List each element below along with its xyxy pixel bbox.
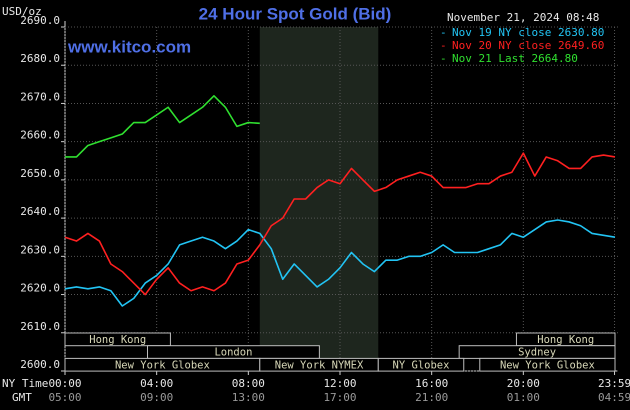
gmt-tick-label: 13:00	[232, 391, 265, 404]
unit-label: USD/oz	[2, 5, 42, 18]
website: www.kitco.com	[67, 37, 191, 56]
x-axis-label: GMT	[12, 391, 32, 404]
x-axis-label: NY Time	[2, 377, 48, 390]
session-label: New York Globex	[115, 359, 210, 371]
gmt-tick-label: 01:00	[507, 391, 540, 404]
chart-title: 24 Hour Spot Gold (Bid)	[199, 4, 392, 23]
x-tick-label: 08:00	[232, 377, 265, 390]
session-label: New York Globex	[500, 359, 595, 371]
x-tick-label: 20:00	[507, 377, 540, 390]
gmt-tick-label: 21:00	[415, 391, 448, 404]
x-tick-label: 23:59	[598, 377, 630, 390]
session-bar	[64, 332, 171, 347]
session-label: Hong Kong	[537, 334, 594, 346]
y-tick-label: 2670.0	[20, 90, 60, 103]
legend-marker: -	[440, 26, 447, 39]
legend-marker: -	[440, 52, 447, 65]
price-line	[64, 219, 616, 307]
x-tick-label: 16:00	[415, 377, 448, 390]
timestamp: November 21, 2024 08:48	[447, 11, 599, 24]
session-label: New York NYMEX	[275, 359, 364, 371]
session-label: London	[214, 347, 252, 359]
x-tick-label: 00:00	[48, 377, 81, 390]
y-tick-label: 2690.0	[20, 14, 60, 27]
legend-entry: Nov 20 NY close 2649.60	[452, 39, 604, 52]
session-label: NY Globex	[393, 359, 450, 371]
gmt-tick-label: 05:00	[48, 391, 81, 404]
session-bar	[377, 357, 465, 372]
gmt-tick-label: 04:59	[598, 391, 630, 404]
session-label: Hong Kong	[89, 334, 146, 346]
x-tick-label: 12:00	[323, 377, 356, 390]
gmt-tick-label: 17:00	[323, 391, 356, 404]
price-line	[65, 95, 260, 158]
y-tick-label: 2620.0	[20, 282, 60, 295]
y-tick-label: 2680.0	[20, 52, 60, 65]
session-bar	[479, 357, 616, 372]
legend-entry: Nov 21 Last 2664.80	[452, 52, 578, 65]
y-tick-label: 2630.0	[20, 243, 60, 256]
session-label: Sydney	[518, 347, 556, 359]
legend-entry: Nov 19 NY close 2630.80	[452, 26, 604, 39]
legend-marker: -	[440, 39, 447, 52]
x-tick-label: 04:00	[140, 377, 173, 390]
y-tick-label: 2660.0	[20, 129, 60, 142]
gmt-tick-label: 09:00	[140, 391, 173, 404]
y-tick-label: 2600.0	[20, 358, 60, 371]
y-tick-label: 2610.0	[20, 320, 60, 333]
y-tick-label: 2640.0	[20, 205, 60, 218]
session-shade	[259, 27, 379, 371]
price-line	[64, 152, 616, 296]
y-tick-label: 2650.0	[20, 167, 60, 180]
